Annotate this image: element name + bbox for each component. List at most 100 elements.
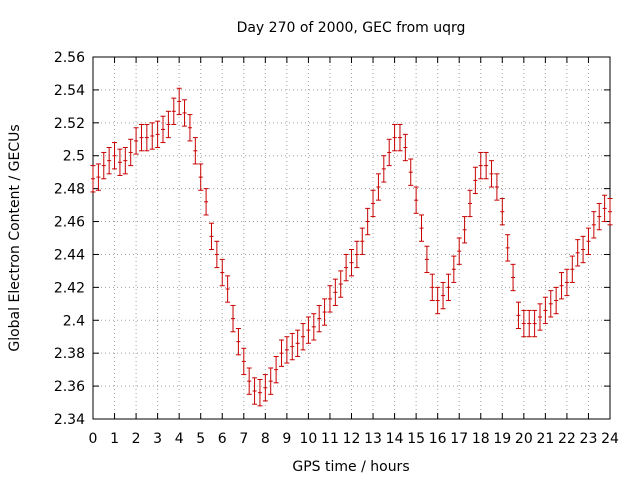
data-point bbox=[349, 249, 354, 277]
y-tick-label: 2.42 bbox=[54, 280, 85, 296]
data-point bbox=[472, 166, 478, 195]
data-point bbox=[510, 263, 516, 292]
data-point bbox=[462, 216, 468, 244]
data-point bbox=[451, 255, 457, 283]
x-tick-label: 5 bbox=[196, 431, 205, 447]
x-axis-label: GPS time / hours bbox=[292, 459, 409, 475]
x-tick-label: 20 bbox=[515, 431, 533, 447]
data-point bbox=[489, 160, 495, 188]
data-point bbox=[440, 281, 446, 310]
data-point bbox=[112, 142, 118, 170]
data-point bbox=[208, 222, 214, 251]
data-point bbox=[343, 253, 349, 282]
x-tick-label: 17 bbox=[450, 431, 468, 447]
data-point bbox=[575, 239, 581, 267]
x-tick-label: 24 bbox=[601, 431, 619, 447]
data-point bbox=[375, 173, 381, 201]
data-point bbox=[316, 304, 322, 333]
data-point bbox=[268, 367, 274, 395]
y-tick-label: 2.34 bbox=[54, 412, 85, 428]
data-point bbox=[295, 329, 301, 357]
data-point bbox=[607, 198, 613, 226]
data-point bbox=[402, 133, 408, 162]
data-point bbox=[160, 115, 166, 144]
data-point bbox=[580, 235, 586, 264]
data-point bbox=[305, 316, 311, 344]
data-point bbox=[397, 123, 403, 152]
y-axis-label: Global Electron Content / GECUs bbox=[7, 124, 23, 351]
data-point bbox=[478, 151, 484, 180]
data-point bbox=[90, 165, 96, 193]
data-point bbox=[332, 278, 338, 306]
series-gec bbox=[90, 87, 613, 407]
x-tick-label: 9 bbox=[282, 431, 291, 447]
y-tick-label: 2.5 bbox=[63, 149, 85, 165]
y-tick-label: 2.48 bbox=[54, 182, 85, 198]
data-point bbox=[445, 273, 451, 302]
data-point bbox=[585, 227, 591, 255]
tick-labels: 0 1 2 3 4 5 6 7 8 9 10 11 12 13 14 15 16 17 18 19 20 21 22 23 24… bbox=[54, 50, 619, 447]
x-tick-label: 7 bbox=[239, 431, 248, 447]
data-point bbox=[537, 303, 543, 331]
data-point bbox=[591, 211, 597, 239]
data-point bbox=[532, 309, 538, 338]
data-point bbox=[225, 275, 231, 303]
data-point bbox=[386, 138, 392, 167]
data-point bbox=[435, 286, 441, 315]
data-point bbox=[106, 147, 112, 175]
data-point bbox=[252, 377, 258, 405]
y-tick-label: 2.54 bbox=[54, 83, 85, 99]
data-point bbox=[117, 148, 123, 176]
x-tick-label: 14 bbox=[386, 431, 404, 447]
x-tick-label: 2 bbox=[132, 431, 141, 447]
x-tick-label: 8 bbox=[261, 431, 270, 447]
x-tick-label: 1 bbox=[110, 431, 119, 447]
data-point bbox=[165, 110, 171, 139]
data-point bbox=[230, 304, 236, 333]
data-point bbox=[155, 120, 161, 148]
data-point bbox=[419, 214, 425, 242]
data-point bbox=[235, 328, 241, 356]
data-point bbox=[322, 298, 328, 326]
data-point bbox=[300, 323, 306, 351]
data-point bbox=[101, 151, 107, 180]
x-tick-label: 19 bbox=[493, 431, 511, 447]
data-point bbox=[133, 127, 139, 155]
data-point bbox=[138, 123, 144, 152]
y-tick-label: 2.46 bbox=[54, 215, 85, 231]
data-point bbox=[505, 234, 511, 262]
data-point bbox=[144, 123, 150, 152]
data-point bbox=[182, 99, 188, 127]
data-point bbox=[359, 227, 365, 255]
y-tick-label: 2.4 bbox=[63, 313, 85, 329]
x-tick-label: 10 bbox=[300, 431, 318, 447]
x-tick-label: 21 bbox=[536, 431, 554, 447]
data-point bbox=[198, 163, 204, 191]
x-tick-label: 6 bbox=[218, 431, 227, 447]
data-point bbox=[171, 97, 177, 125]
data-point bbox=[128, 138, 134, 167]
data-point bbox=[241, 347, 247, 376]
x-tick-label: 4 bbox=[175, 431, 184, 447]
data-point bbox=[289, 332, 295, 361]
data-point bbox=[569, 255, 575, 283]
data-point bbox=[365, 207, 371, 236]
data-point bbox=[596, 202, 602, 231]
data-point bbox=[327, 285, 333, 313]
data-point bbox=[262, 374, 268, 402]
data-point bbox=[278, 339, 284, 367]
x-tick-label: 22 bbox=[558, 431, 576, 447]
y-tick-label: 2.52 bbox=[54, 116, 85, 132]
x-tick-label: 16 bbox=[429, 431, 447, 447]
x-tick-label: 15 bbox=[407, 431, 425, 447]
data-point bbox=[564, 268, 570, 297]
data-point bbox=[214, 240, 220, 269]
data-point bbox=[602, 194, 608, 223]
data-point bbox=[311, 313, 317, 341]
data-point bbox=[95, 163, 101, 191]
x-tick-label: 18 bbox=[472, 431, 490, 447]
axis-ticks bbox=[92, 56, 611, 420]
data-point bbox=[413, 186, 419, 214]
data-point bbox=[467, 189, 473, 218]
x-tick-label: 23 bbox=[580, 431, 598, 447]
